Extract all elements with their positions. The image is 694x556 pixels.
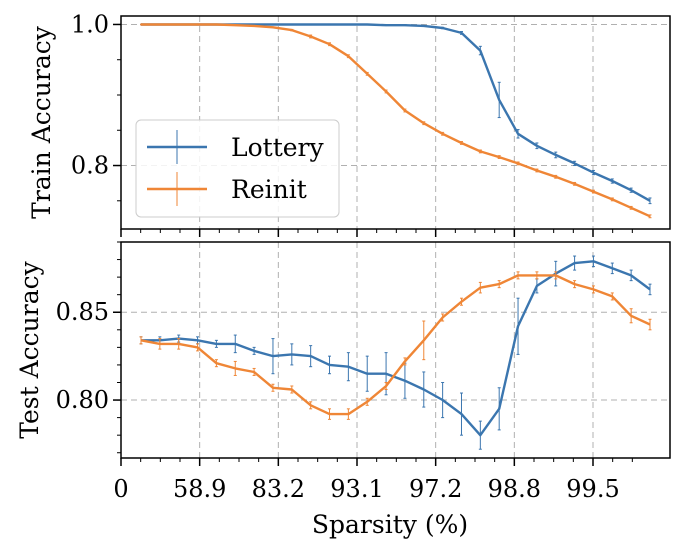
train-lottery-point [271, 23, 274, 26]
train-lottery-point [309, 23, 312, 26]
x-tick-label: 93.1 [330, 475, 383, 503]
train-lottery-point [403, 24, 406, 27]
train-reinit-point [158, 23, 161, 26]
test-y-axis-title: Test Accuracy [15, 260, 44, 438]
test-lottery-line [141, 260, 651, 437]
train-lottery-point [328, 23, 331, 26]
train-reinit-line [141, 23, 651, 218]
train-lottery-point [385, 24, 388, 27]
train-reinit-point [177, 23, 180, 26]
train-reinit-point [271, 26, 274, 29]
legend-box [135, 119, 340, 218]
x-tick-label: 0 [113, 475, 128, 503]
x-tick-label: 99.5 [566, 475, 619, 503]
y-tick-label: 1.0 [71, 10, 109, 38]
test-plot-frame [120, 241, 671, 459]
train-reinit-point [140, 23, 142, 26]
train-accuracy-panel: 0.8 1.0 Train Accuracy [27, 10, 671, 237]
x-tick-label: 58.9 [173, 475, 226, 503]
y-tick-label: 0.85 [56, 298, 109, 326]
x-axis: 0 58.9 83.2 93.1 97.2 98.8 99.5 Sparsity (%) [113, 475, 619, 539]
train-reinit-point [234, 24, 237, 27]
train-y-axis-title: Train Accuracy [27, 25, 56, 219]
train-lottery-point [366, 23, 369, 26]
train-reinit-point [196, 23, 199, 26]
legend-label-lottery: Lottery [231, 133, 324, 162]
x-axis-title: Sparsity (%) [312, 510, 468, 539]
train-lottery-point [290, 23, 293, 26]
train-reinit-point [253, 24, 256, 27]
test-reinit-line [140, 274, 651, 416]
x-tick-label: 98.8 [488, 475, 541, 503]
train-lottery-point [347, 23, 350, 26]
train-plot-frame [120, 15, 671, 230]
test-accuracy-panel: 0.80 0.85 Test Accuracy [15, 241, 671, 466]
train-lottery-point [422, 24, 425, 27]
legend-label-reinit: Reinit [231, 175, 307, 204]
x-tick-label: 97.2 [409, 475, 462, 503]
y-tick-label: 0.80 [56, 386, 109, 414]
train-reinit-point [215, 23, 218, 26]
y-tick-label: 0.8 [71, 152, 109, 180]
x-tick-label: 83.2 [252, 475, 305, 503]
legend: Lottery Reinit [135, 119, 340, 218]
